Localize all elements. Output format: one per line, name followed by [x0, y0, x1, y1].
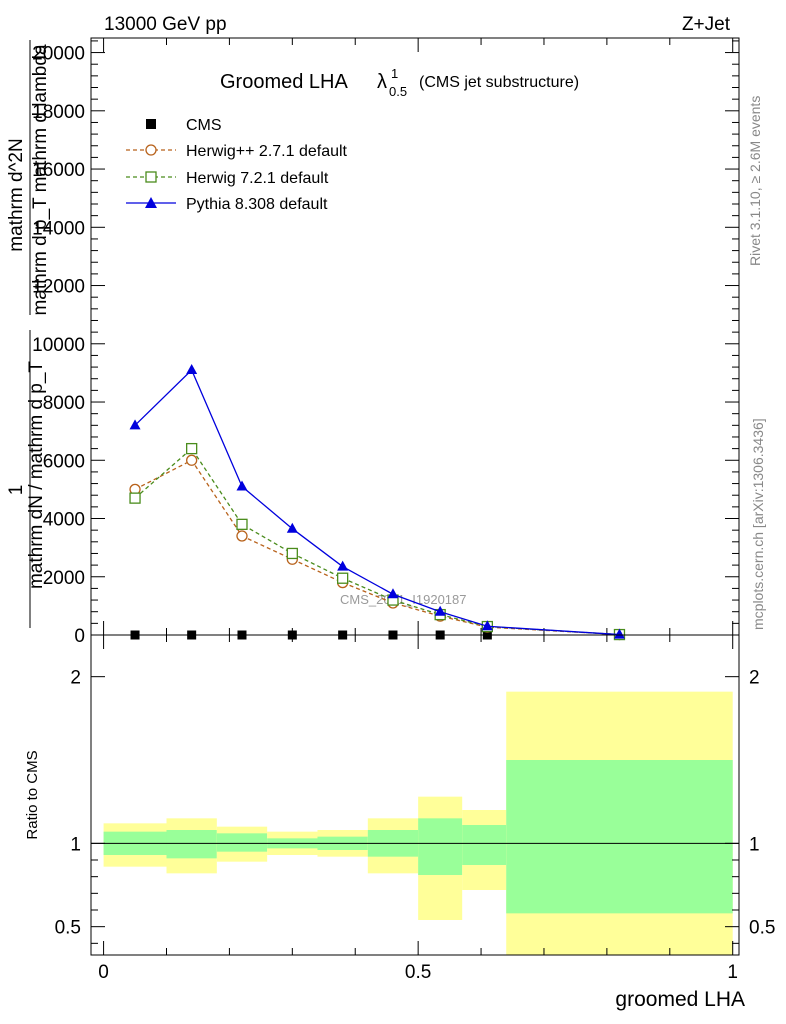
legend-label-pythia: Pythia 8.308 default	[186, 196, 328, 213]
main-panel: 0 2000 4000 6000 8000 10000 12000 14000 16000 180…	[32, 37, 740, 647]
data-point	[236, 480, 248, 491]
data-point	[186, 442, 198, 455]
data-point	[186, 363, 198, 374]
series-line	[134, 459, 620, 636]
data-point	[387, 588, 399, 599]
main-y-tick-labels: 0 2000 4000 6000 8000 10000 12000 14000 16000 180…	[32, 44, 85, 647]
x-tick-label: 0.5	[405, 962, 431, 983]
legend-marker-cms	[146, 119, 156, 129]
ratio-frame	[90, 634, 740, 956]
series-herwig-2-7-1-default	[129, 454, 626, 641]
main-y-tick-label: 2000	[43, 568, 85, 589]
legend-marker-herwigpp	[145, 144, 157, 156]
data-point	[337, 572, 349, 584]
data-point	[286, 547, 298, 560]
data-point	[286, 522, 298, 533]
main-y-tick-label: 12000	[32, 277, 85, 298]
title-subscript: 0.5	[389, 84, 407, 99]
data-point	[613, 628, 625, 639]
legend-label-cms: CMS	[186, 117, 222, 134]
title-superscript: 1	[391, 66, 398, 81]
ratio-y-tick-label: 1	[70, 834, 81, 855]
data-point	[236, 530, 248, 542]
ratio-y-tick-label: 0.5	[55, 918, 81, 939]
main-y-tick-label: 8000	[43, 393, 85, 414]
ratio-x-tick-labels: 0 0.5 1	[98, 962, 738, 983]
data-point	[337, 560, 349, 571]
y-label-side-denominator: mathrm d p_T mathrm d lambda	[30, 44, 51, 315]
x-axis-label: groomed LHA	[615, 988, 745, 1011]
main-y-tick-label: 18000	[32, 102, 85, 123]
ratio-y-tick-label-right: 0.5	[749, 918, 775, 939]
process-label: Z+Jet	[682, 14, 731, 35]
main-y-tick-label: 10000	[32, 335, 85, 356]
data-point	[481, 620, 493, 631]
main-ticks	[91, 38, 739, 636]
ratio-y-tick-labels: 0.5 0.5 1 1 2 2	[55, 668, 776, 939]
y-label-numerator: 1	[6, 485, 27, 496]
uncertainty-band-inner	[216, 833, 268, 852]
rivet-label: Rivet 3.1.10, ≥ 2.6M events	[747, 96, 763, 266]
series-herwig-7-2-1-default	[129, 442, 626, 641]
ratio-y-tick-label: 2	[70, 668, 81, 689]
uncertainty-band-inner	[418, 818, 463, 875]
series-pythia-8-308-default	[129, 363, 625, 639]
main-y-axis-label: 1 mathrm dN / mathrm d p_T mathrm d^2N m…	[6, 40, 51, 628]
x-tick-label: 1	[727, 962, 738, 983]
title-main: Groomed LHA	[220, 71, 348, 93]
y-label-denominator: mathrm dN / mathrm d p_T	[26, 361, 47, 589]
legend-marker-herwig7	[145, 171, 157, 183]
main-y-tick-label: 14000	[32, 218, 85, 239]
plot-title: Groomed LHA λ 1 0.5 (CMS jet substructur…	[220, 66, 579, 99]
main-y-tick-label: 6000	[43, 451, 85, 472]
ratio-y-axis-label: Ratio to CMS	[24, 750, 41, 839]
legend: CMS Herwig++ 2.7.1 default Herwig 7.2.1 …	[126, 117, 348, 213]
legend-marker-pythia	[145, 197, 157, 208]
uncertainty-band-inner	[506, 760, 733, 914]
ratio-y-tick-label-right: 1	[749, 834, 760, 855]
data-point	[434, 605, 446, 616]
data-point	[236, 518, 248, 530]
main-y-tick-label: 16000	[32, 160, 85, 181]
legend-label-herwig7: Herwig 7.2.1 default	[186, 170, 329, 187]
legend-label-herwigpp: Herwig++ 2.7.1 default	[186, 143, 348, 160]
title-paren: (CMS jet substructure)	[419, 74, 579, 91]
title-lambda: λ	[377, 71, 387, 93]
data-point	[129, 419, 141, 430]
ratio-ticks	[91, 635, 739, 955]
uncertainty-band-inner	[462, 825, 507, 865]
main-y-tick-label: 4000	[43, 510, 85, 531]
uncertainty-band-inner	[166, 830, 217, 859]
analysis-watermark: CMS_2021_I1920187	[340, 592, 467, 607]
ratio-panel: 0.5 0.51 12 2 0 0.5 1	[55, 634, 776, 983]
x-tick-label: 0	[98, 962, 109, 983]
ratio-y-tick-label-right: 2	[749, 668, 760, 689]
y-label-side-numerator: mathrm d^2N	[6, 138, 27, 251]
data-point	[129, 492, 141, 504]
data-point	[186, 454, 198, 466]
main-y-tick-label: 20000	[32, 44, 85, 65]
ratio-bands	[103, 691, 733, 955]
main-y-tick-label: 0	[74, 626, 85, 647]
mcplots-label: mcplots.cern.ch [arXiv:1306.3436]	[750, 418, 766, 630]
energy-label: 13000 GeV pp	[104, 14, 227, 35]
